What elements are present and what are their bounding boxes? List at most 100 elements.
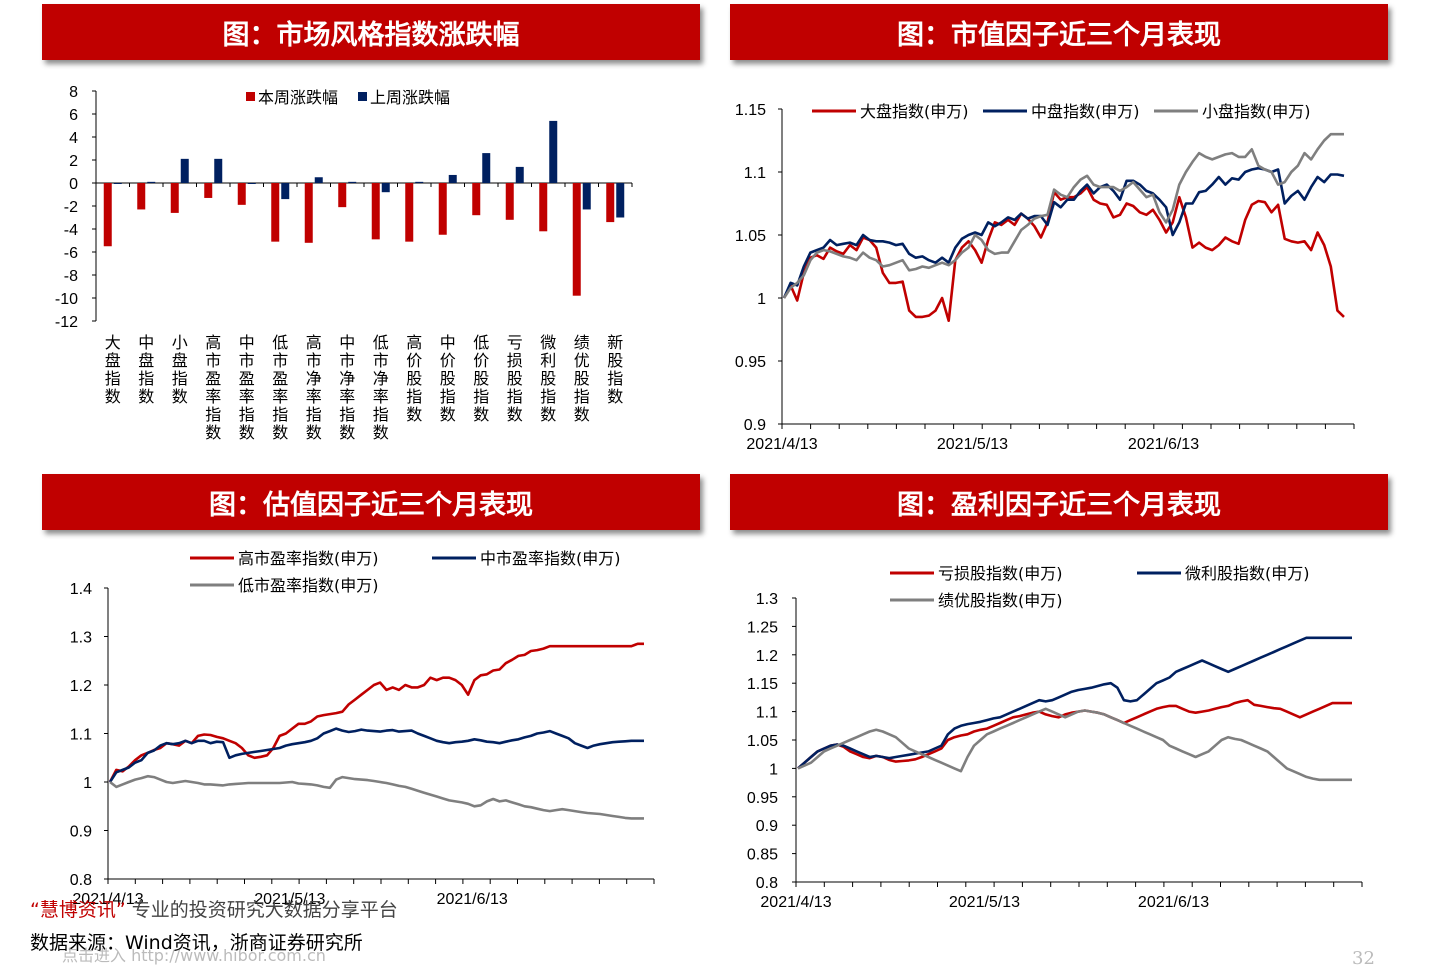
- bar-category-label-char: 高: [406, 333, 422, 352]
- bar-legend-label: 本周涨跌幅: [258, 88, 338, 107]
- bar-last-week: [482, 153, 491, 183]
- bar-category-label-char: 数: [306, 423, 322, 442]
- bar-ytick-label: -6: [64, 245, 78, 262]
- bar-category-label-char: 盈: [205, 369, 221, 388]
- bar-this-week: [405, 183, 414, 242]
- bar-category-label-char: 数: [172, 387, 188, 406]
- valuation-factor-ytick-label: 1.3: [70, 630, 92, 647]
- bar-ytick-label: -8: [64, 268, 78, 285]
- valuation-factor-xtick-label: 2021/5/13: [254, 891, 325, 908]
- profit-factor-ytick-label: 1.25: [747, 619, 778, 636]
- bar-last-week: [348, 181, 357, 183]
- panel-2-title: 图：市值因子近三个月表现: [730, 4, 1388, 60]
- size-factor-series-1: [782, 166, 1345, 299]
- bar-category-label-char: 净: [339, 369, 355, 388]
- bar-category-label-char: 净: [373, 369, 389, 388]
- size-factor-xtick-label: 2021/4/13: [746, 436, 817, 453]
- bar-category-label-char: 数: [373, 423, 389, 442]
- bar-category-label-char: 数: [607, 387, 623, 406]
- bar-last-week: [113, 183, 122, 184]
- bar-category-label-char: 新: [607, 333, 623, 352]
- valuation-factor-legend-label: 低市盈率指数(申万): [238, 576, 379, 595]
- bar-last-week: [314, 177, 323, 183]
- profit-factor-ytick-label: 1.2: [756, 648, 778, 665]
- bar-category-label-char: 指: [373, 405, 389, 424]
- bar-last-week: [616, 183, 625, 218]
- bar-category-label-char: 绩: [574, 333, 590, 352]
- bar-category-label-char: 数: [272, 423, 288, 442]
- bar-ytick-label: -12: [55, 314, 78, 331]
- bar-category-label-char: 数: [406, 405, 422, 424]
- bar-category-label-char: 指: [607, 369, 623, 388]
- bar-category-label-char: 率: [339, 387, 355, 406]
- size-factor-legend-label: 中盘指数(申万): [1031, 102, 1140, 121]
- bar-category-label-char: 市: [239, 351, 255, 370]
- bar-category-label-char: 价: [406, 351, 422, 370]
- valuation-factor-ytick-label: 1: [83, 775, 92, 792]
- profit-factor-ytick-label: 0.9: [756, 818, 778, 835]
- bar-category-label-char: 指: [440, 387, 456, 406]
- bar-category-label-char: 高: [306, 333, 322, 352]
- profit-factor-ytick-label: 1.3: [756, 591, 778, 608]
- bar-category-label-char: 数: [440, 405, 456, 424]
- bar-last-week: [247, 183, 256, 184]
- bar-category-label-char: 指: [540, 387, 556, 406]
- bar-this-week: [371, 183, 380, 240]
- page-number: 32: [1352, 948, 1375, 969]
- bar-category-label-char: 盘: [105, 351, 121, 370]
- valuation-factor-ytick-label: 0.8: [70, 872, 92, 889]
- bar-category-label-char: 数: [473, 405, 489, 424]
- bar-last-week: [381, 183, 390, 193]
- bar-category-label-char: 股: [540, 369, 556, 388]
- bar-category-label-char: 股: [406, 369, 422, 388]
- bar-this-week: [539, 183, 548, 232]
- bar-category-label-char: 市: [373, 351, 389, 370]
- bar-last-week: [515, 166, 524, 183]
- size-factor-series-0: [782, 185, 1345, 323]
- profit-factor-series-2: [797, 707, 1352, 782]
- bar-last-week: [147, 181, 156, 183]
- bar-category-label-char: 净: [306, 369, 322, 388]
- valuation-factor-legend-label: 中市盈率指数(申万): [480, 549, 621, 568]
- bar-last-week: [582, 183, 591, 210]
- bar-this-week: [338, 183, 347, 208]
- profit-factor-ytick-label: 1: [769, 761, 778, 778]
- bar-category-label-char: 率: [272, 387, 288, 406]
- bar-ytick-label: 4: [69, 130, 78, 147]
- size-factor-series-2: [782, 132, 1344, 299]
- bar-this-week: [271, 183, 280, 242]
- bar-last-week: [180, 158, 189, 183]
- bar-category-label-char: 指: [306, 405, 322, 424]
- bar-category-label-char: 市: [306, 351, 322, 370]
- profit-factor-series-1: [797, 636, 1352, 770]
- bar-this-week: [204, 183, 213, 198]
- bar-category-label-char: 率: [306, 387, 322, 406]
- bar-category-label-char: 指: [239, 405, 255, 424]
- bar-ytick-label: -10: [55, 291, 78, 308]
- watermark-url[interactable]: 点击进入 http://www.hibor.com.cn: [62, 946, 326, 965]
- bar-ytick-label: -4: [64, 222, 78, 239]
- valuation-factor-xtick-label: 2021/6/13: [437, 891, 508, 908]
- bar-this-week: [237, 183, 246, 205]
- bar-category-label-char: 率: [373, 387, 389, 406]
- data-source: 数据来源：Wind资讯，浙商证券研究所: [30, 932, 363, 954]
- bar-last-week: [281, 183, 290, 200]
- bar-category-label-char: 数: [540, 405, 556, 424]
- bar-category-label-char: 指: [473, 387, 489, 406]
- bar-category-label-char: 指: [138, 369, 154, 388]
- valuation-factor-series-2: [109, 774, 644, 820]
- bar-category-label-char: 股: [440, 369, 456, 388]
- bar-last-week: [214, 158, 223, 183]
- bar-last-week: [549, 120, 558, 183]
- bar-category-label-char: 数: [574, 405, 590, 424]
- bar-this-week: [170, 183, 179, 213]
- valuation-factor-series-0: [108, 642, 644, 783]
- profit-factor-series-0: [797, 698, 1352, 770]
- bar-category-label-char: 数: [339, 423, 355, 442]
- size-factor-legend-label: 小盘指数(申万): [1202, 102, 1311, 121]
- bar-category-label-char: 价: [440, 351, 456, 370]
- bar-category-label-char: 股: [507, 369, 523, 388]
- size-factor-ytick-label: 1.05: [735, 228, 766, 245]
- bar-category-label-char: 市: [205, 351, 221, 370]
- bar-legend-swatch: [246, 92, 255, 101]
